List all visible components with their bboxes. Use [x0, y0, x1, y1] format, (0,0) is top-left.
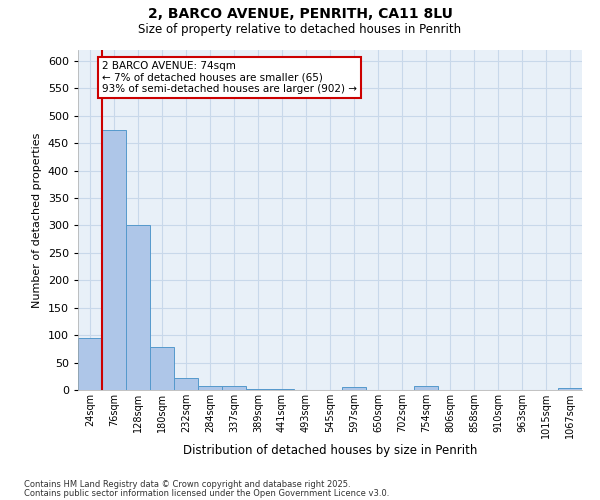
- Text: Contains HM Land Registry data © Crown copyright and database right 2025.: Contains HM Land Registry data © Crown c…: [24, 480, 350, 489]
- Bar: [246, 389, 270, 390]
- Bar: [102, 130, 126, 390]
- Text: Contains public sector information licensed under the Open Government Licence v3: Contains public sector information licen…: [24, 489, 389, 498]
- Text: 2, BARCO AVENUE, PENRITH, CA11 8LU: 2, BARCO AVENUE, PENRITH, CA11 8LU: [148, 8, 452, 22]
- Bar: [558, 388, 582, 390]
- Bar: [198, 386, 222, 390]
- Bar: [342, 388, 366, 390]
- Y-axis label: Number of detached properties: Number of detached properties: [32, 132, 42, 308]
- Bar: [78, 338, 102, 390]
- X-axis label: Distribution of detached houses by size in Penrith: Distribution of detached houses by size …: [183, 444, 477, 456]
- Bar: [174, 378, 198, 390]
- Bar: [414, 386, 438, 390]
- Text: 2 BARCO AVENUE: 74sqm
← 7% of detached houses are smaller (65)
93% of semi-detac: 2 BARCO AVENUE: 74sqm ← 7% of detached h…: [102, 61, 357, 94]
- Bar: [150, 347, 174, 390]
- Bar: [126, 226, 150, 390]
- Text: Size of property relative to detached houses in Penrith: Size of property relative to detached ho…: [139, 22, 461, 36]
- Bar: [222, 386, 246, 390]
